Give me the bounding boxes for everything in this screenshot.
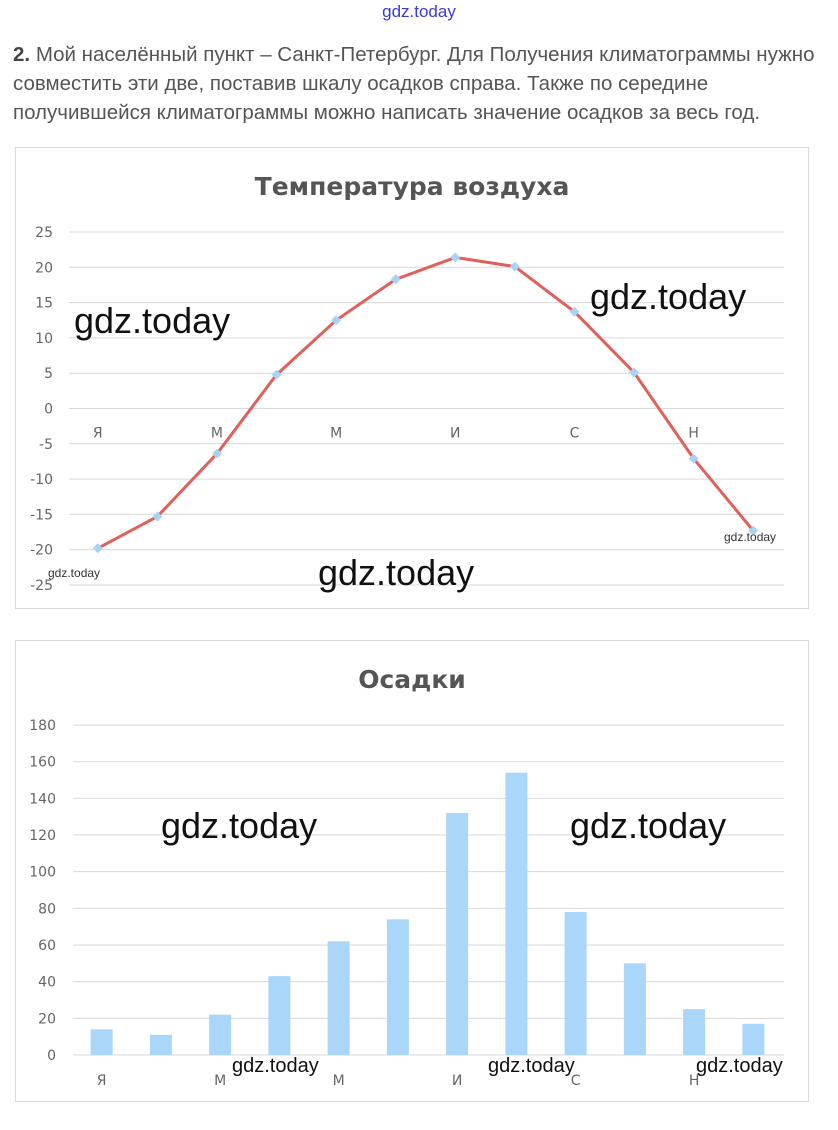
y-tick-label: -10 [30, 472, 53, 488]
watermark: gdz.today [48, 566, 101, 580]
watermark: gdz.today [696, 1055, 783, 1077]
x-tick-label: С [570, 426, 580, 442]
data-point [390, 274, 401, 285]
watermark: gdz.today [590, 276, 747, 317]
precipitation-bar [564, 912, 587, 1055]
y-tick-label: 5 [44, 366, 53, 382]
x-tick-label: И [450, 426, 460, 442]
x-tick-label: Н [689, 1073, 700, 1089]
task-paragraph: 2. Мой населённый пункт – Санкт-Петербур… [13, 40, 833, 127]
data-point [152, 511, 163, 522]
y-tick-label: 10 [35, 331, 53, 347]
data-point [92, 543, 103, 554]
data-point [629, 367, 640, 378]
precipitation-bar [683, 1009, 706, 1055]
task-text: Мой населённый пункт – Санкт-Петербург. … [13, 43, 815, 124]
x-tick-label: М [211, 426, 223, 442]
watermark: gdz.today [232, 1055, 319, 1077]
watermark: gdz.today [488, 1055, 575, 1077]
precipitation-bar [149, 1034, 172, 1055]
x-tick-label: Я [97, 1073, 107, 1089]
y-tick-label: 180 [29, 718, 56, 734]
y-tick-label: 20 [35, 260, 53, 276]
y-tick-label: 120 [29, 828, 56, 844]
data-point [509, 261, 520, 272]
y-tick-label: 25 [35, 225, 53, 241]
watermark: gdz.today [74, 300, 231, 341]
y-tick-label: -25 [30, 578, 53, 594]
data-point [271, 369, 282, 380]
watermark: gdz.today [724, 530, 777, 544]
precipitation-bar [505, 772, 528, 1055]
precipitation-bar [327, 941, 350, 1055]
x-tick-label: И [452, 1073, 462, 1089]
y-tick-label: -5 [39, 437, 53, 453]
precipitation-chart-svg: Осадки 180 160 140 120 100 80 60 40 20 0 Я М М И С Н [29, 665, 784, 1089]
watermark: gdz.today [161, 805, 318, 846]
temperature-chart: Температура воздуха 25 20 15 10 5 0 -5 -10 -15 -20… [15, 147, 809, 609]
precipitation-chart: Осадки 180 160 140 120 100 80 60 40 20 0 Я М М И С Н gdz… [15, 640, 809, 1102]
data-point [569, 306, 580, 317]
data-point [211, 448, 222, 459]
x-tick-label: М [333, 1073, 345, 1089]
precipitation-bar [209, 1014, 232, 1055]
temperature-chart-svg: Температура воздуха 25 20 15 10 5 0 -5 -10 -15 -20… [30, 172, 784, 594]
y-tick-label: 80 [38, 901, 56, 917]
x-tick-label: Я [93, 426, 103, 442]
y-tick-label: -15 [30, 507, 53, 523]
watermark: gdz.today [318, 552, 475, 593]
watermark: gdz.today [570, 805, 727, 846]
task-number: 2. [13, 43, 31, 66]
chart-title: Температура воздуха [255, 172, 570, 201]
header-watermark: gdz.today [382, 2, 456, 21]
data-point [450, 252, 461, 263]
x-tick-label: Н [688, 426, 699, 442]
y-tick-label: 100 [29, 865, 56, 881]
precipitation-bar [386, 919, 409, 1055]
y-tick-label: 40 [38, 975, 56, 991]
y-tick-label: 0 [44, 402, 53, 418]
precipitation-bar [268, 976, 291, 1055]
data-point [331, 315, 342, 326]
precipitation-bar [90, 1029, 113, 1055]
y-tick-label: 160 [29, 755, 56, 771]
x-tick-label: М [330, 426, 342, 442]
y-tick-label: 20 [38, 1011, 56, 1027]
data-point [688, 453, 699, 464]
temperature-line [97, 255, 755, 550]
x-tick-label: М [214, 1073, 226, 1089]
y-tick-label: 15 [35, 296, 53, 312]
chart-title: Осадки [358, 665, 466, 694]
precipitation-bar [742, 1023, 765, 1055]
precipitation-bar [623, 963, 646, 1055]
precipitation-bar [446, 813, 469, 1055]
y-tick-label: 60 [38, 938, 56, 954]
y-tick-label: 140 [29, 791, 56, 807]
y-tick-label: 0 [47, 1048, 56, 1064]
data-point [748, 525, 759, 536]
x-tick-label: С [571, 1073, 581, 1089]
y-tick-label: -20 [30, 543, 53, 559]
